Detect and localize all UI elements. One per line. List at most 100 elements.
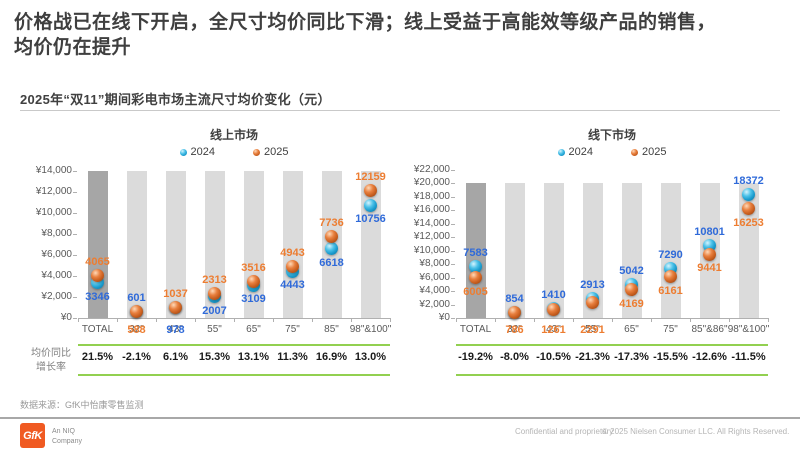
- background-bar: [282, 171, 303, 318]
- category-label: 55": [207, 324, 222, 335]
- background-bar: [738, 183, 759, 318]
- value-label-2025: 3516: [241, 261, 266, 274]
- chart-title: 线下市场: [587, 128, 636, 142]
- value-label-2025: 16253: [733, 216, 764, 229]
- niq-label-line1: An NIQ: [52, 428, 75, 435]
- niq-company-label: An NIQ Company: [52, 427, 82, 447]
- x-axis-tick-mark: [195, 318, 196, 322]
- x-axis-tick-mark: [573, 318, 574, 322]
- x-axis-tick-mark: [78, 318, 79, 322]
- gfk-logo: GfK: [20, 423, 45, 448]
- marker-2025: [364, 183, 377, 197]
- y-axis-tick-label: ¥2,000: [41, 291, 72, 302]
- page-title-line2: 均价仍在提升: [14, 37, 132, 59]
- footer-divider: [0, 417, 800, 419]
- chart-legend: 2024 2025: [456, 146, 768, 158]
- page-title: 价格战已在线下开启，全尺寸均价同比下滑；线上受益于高能效等级产品的销售， 均价仍…: [14, 10, 790, 60]
- growth-rate-value: -10.5%: [536, 351, 571, 363]
- marker-2025: [91, 268, 104, 282]
- value-label-2025: 2313: [202, 274, 227, 287]
- growth-rate-value: 13.0%: [354, 351, 387, 363]
- value-label-2024: 7290: [658, 249, 683, 262]
- marker-2025: [625, 283, 638, 297]
- value-label-2025: 9441: [697, 262, 722, 275]
- background-bar: [165, 171, 186, 318]
- value-label-2025: 4169: [619, 297, 644, 310]
- y-axis-tick-mark: [451, 277, 455, 279]
- y-axis-tick-mark: [451, 291, 455, 293]
- growth-rate-value: -11.5%: [731, 351, 766, 363]
- growth-rate-value: 13.1%: [237, 351, 270, 363]
- x-axis-tick-mark: [729, 318, 730, 322]
- growth-rate-value: -2.1%: [122, 351, 151, 363]
- x-axis-tick-mark: [312, 318, 313, 322]
- value-label-2024: 2007: [202, 304, 227, 317]
- growth-row-bottom-divider: [456, 374, 768, 376]
- value-label-2024: 6618: [319, 256, 344, 269]
- legend-label: 2024: [190, 146, 215, 158]
- marker-2024: [469, 260, 482, 274]
- y-axis-tick-label: ¥8,000: [41, 228, 72, 239]
- background-bar: [126, 171, 147, 318]
- legend-dot-2024: [179, 148, 187, 156]
- legend-item-2024: 2024: [557, 146, 593, 158]
- category-label: 32": [507, 324, 522, 335]
- value-label-2024: 5042: [619, 264, 644, 277]
- growth-row-top-divider: [456, 344, 768, 346]
- growth-rate-value: 16.9%: [315, 351, 348, 363]
- growth-rate-value: 15.3%: [198, 351, 231, 363]
- growth-rate-value: 6.1%: [162, 351, 189, 363]
- marker-2025: [586, 296, 599, 310]
- y-axis-tick-label: ¥0: [438, 312, 450, 323]
- value-label-2025: 588: [127, 324, 146, 336]
- growth-rate-value: -19.2%: [458, 351, 493, 363]
- y-axis-tick-label: ¥22,000: [413, 164, 450, 175]
- chart-title: 线上市场: [209, 128, 258, 142]
- marker-2025: [742, 202, 755, 216]
- growth-rate-value: -21.3%: [575, 351, 610, 363]
- y-axis-tick-mark: [73, 234, 77, 235]
- value-label-2025: 4943: [280, 246, 305, 259]
- y-axis-tick-mark: [451, 223, 455, 225]
- value-label-2025: 12159: [355, 170, 386, 183]
- category-label: TOTAL: [81, 324, 114, 335]
- marker-2025: [169, 300, 182, 314]
- y-axis-tick-label: ¥6,000: [41, 249, 72, 260]
- y-axis-tick-mark: [451, 304, 455, 306]
- category-label: 75": [285, 324, 300, 335]
- marker-2025: [208, 287, 221, 301]
- background-bar: [582, 183, 603, 318]
- marker-2024: [742, 187, 755, 201]
- category-label: 65": [624, 324, 639, 335]
- background-bar: [504, 183, 525, 318]
- growth-rate-value: -12.6%: [692, 351, 727, 363]
- growth-rate-value: -8.0%: [500, 351, 529, 363]
- value-label-2025: 1037: [163, 287, 188, 300]
- category-label: 98"&100": [349, 324, 392, 335]
- y-axis-tick-label: ¥4,000: [419, 285, 450, 297]
- category-label: TOTAL: [459, 324, 492, 335]
- marker-2025: [130, 305, 143, 319]
- value-label-2024: 10801: [694, 225, 725, 238]
- background-bar: [465, 183, 486, 318]
- y-axis-tick-mark: [73, 192, 77, 193]
- page-title-line1: 价格战已在线下开启，全尺寸均价同比下滑；线上受益于高能效等级产品的销售，: [14, 12, 717, 33]
- value-label-2024: 2913: [580, 278, 605, 291]
- y-axis-tick-mark: [73, 171, 77, 172]
- marker-2025: [247, 274, 260, 288]
- y-axis-tick-mark: [451, 183, 455, 185]
- x-axis-tick-mark: [234, 318, 235, 322]
- x-axis-tick-mark: [768, 318, 769, 322]
- y-axis-tick-label: ¥10,000: [413, 244, 450, 256]
- value-label-2024: 3346: [85, 290, 110, 303]
- y-axis-tick-label: ¥18,000: [413, 190, 450, 202]
- value-label-2024: 3109: [241, 293, 266, 306]
- y-axis-tick-label: ¥14,000: [35, 165, 72, 176]
- x-axis-tick-mark: [273, 318, 274, 322]
- legend-label: 2025: [264, 146, 289, 158]
- marker-2025: [703, 247, 716, 261]
- legend-dot-2024: [557, 148, 565, 156]
- growth-rate-value: 21.5%: [81, 351, 114, 363]
- y-axis-tick-label: ¥10,000: [35, 207, 72, 218]
